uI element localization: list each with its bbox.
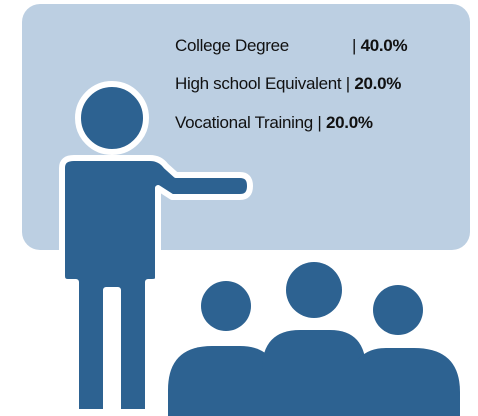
item-label: Vocational Training: [175, 113, 313, 132]
item-separator: |: [346, 74, 350, 93]
audience-head: [373, 285, 423, 335]
presenter-body: [59, 155, 253, 415]
item-value: 20.0%: [354, 74, 401, 93]
item: High school Equivalent | 20.0%: [175, 74, 401, 93]
audience-body: [168, 346, 272, 416]
item-value: 20.0%: [326, 113, 373, 132]
audience-head: [286, 262, 342, 318]
item-separator: |: [352, 36, 356, 55]
presenter-head: [75, 81, 149, 155]
audience-body: [356, 348, 460, 416]
audience: [168, 262, 460, 416]
item-value: 40.0%: [361, 36, 408, 55]
audience-head: [201, 281, 251, 331]
presenter: [59, 81, 253, 415]
item-label: High school Equivalent: [175, 74, 342, 93]
audience-body: [262, 330, 366, 416]
item-label: College Degree: [175, 36, 289, 55]
item-separator: |: [317, 113, 321, 132]
item: College Degree | 40.0%: [175, 36, 407, 55]
item: Vocational Training | 20.0%: [175, 113, 373, 132]
